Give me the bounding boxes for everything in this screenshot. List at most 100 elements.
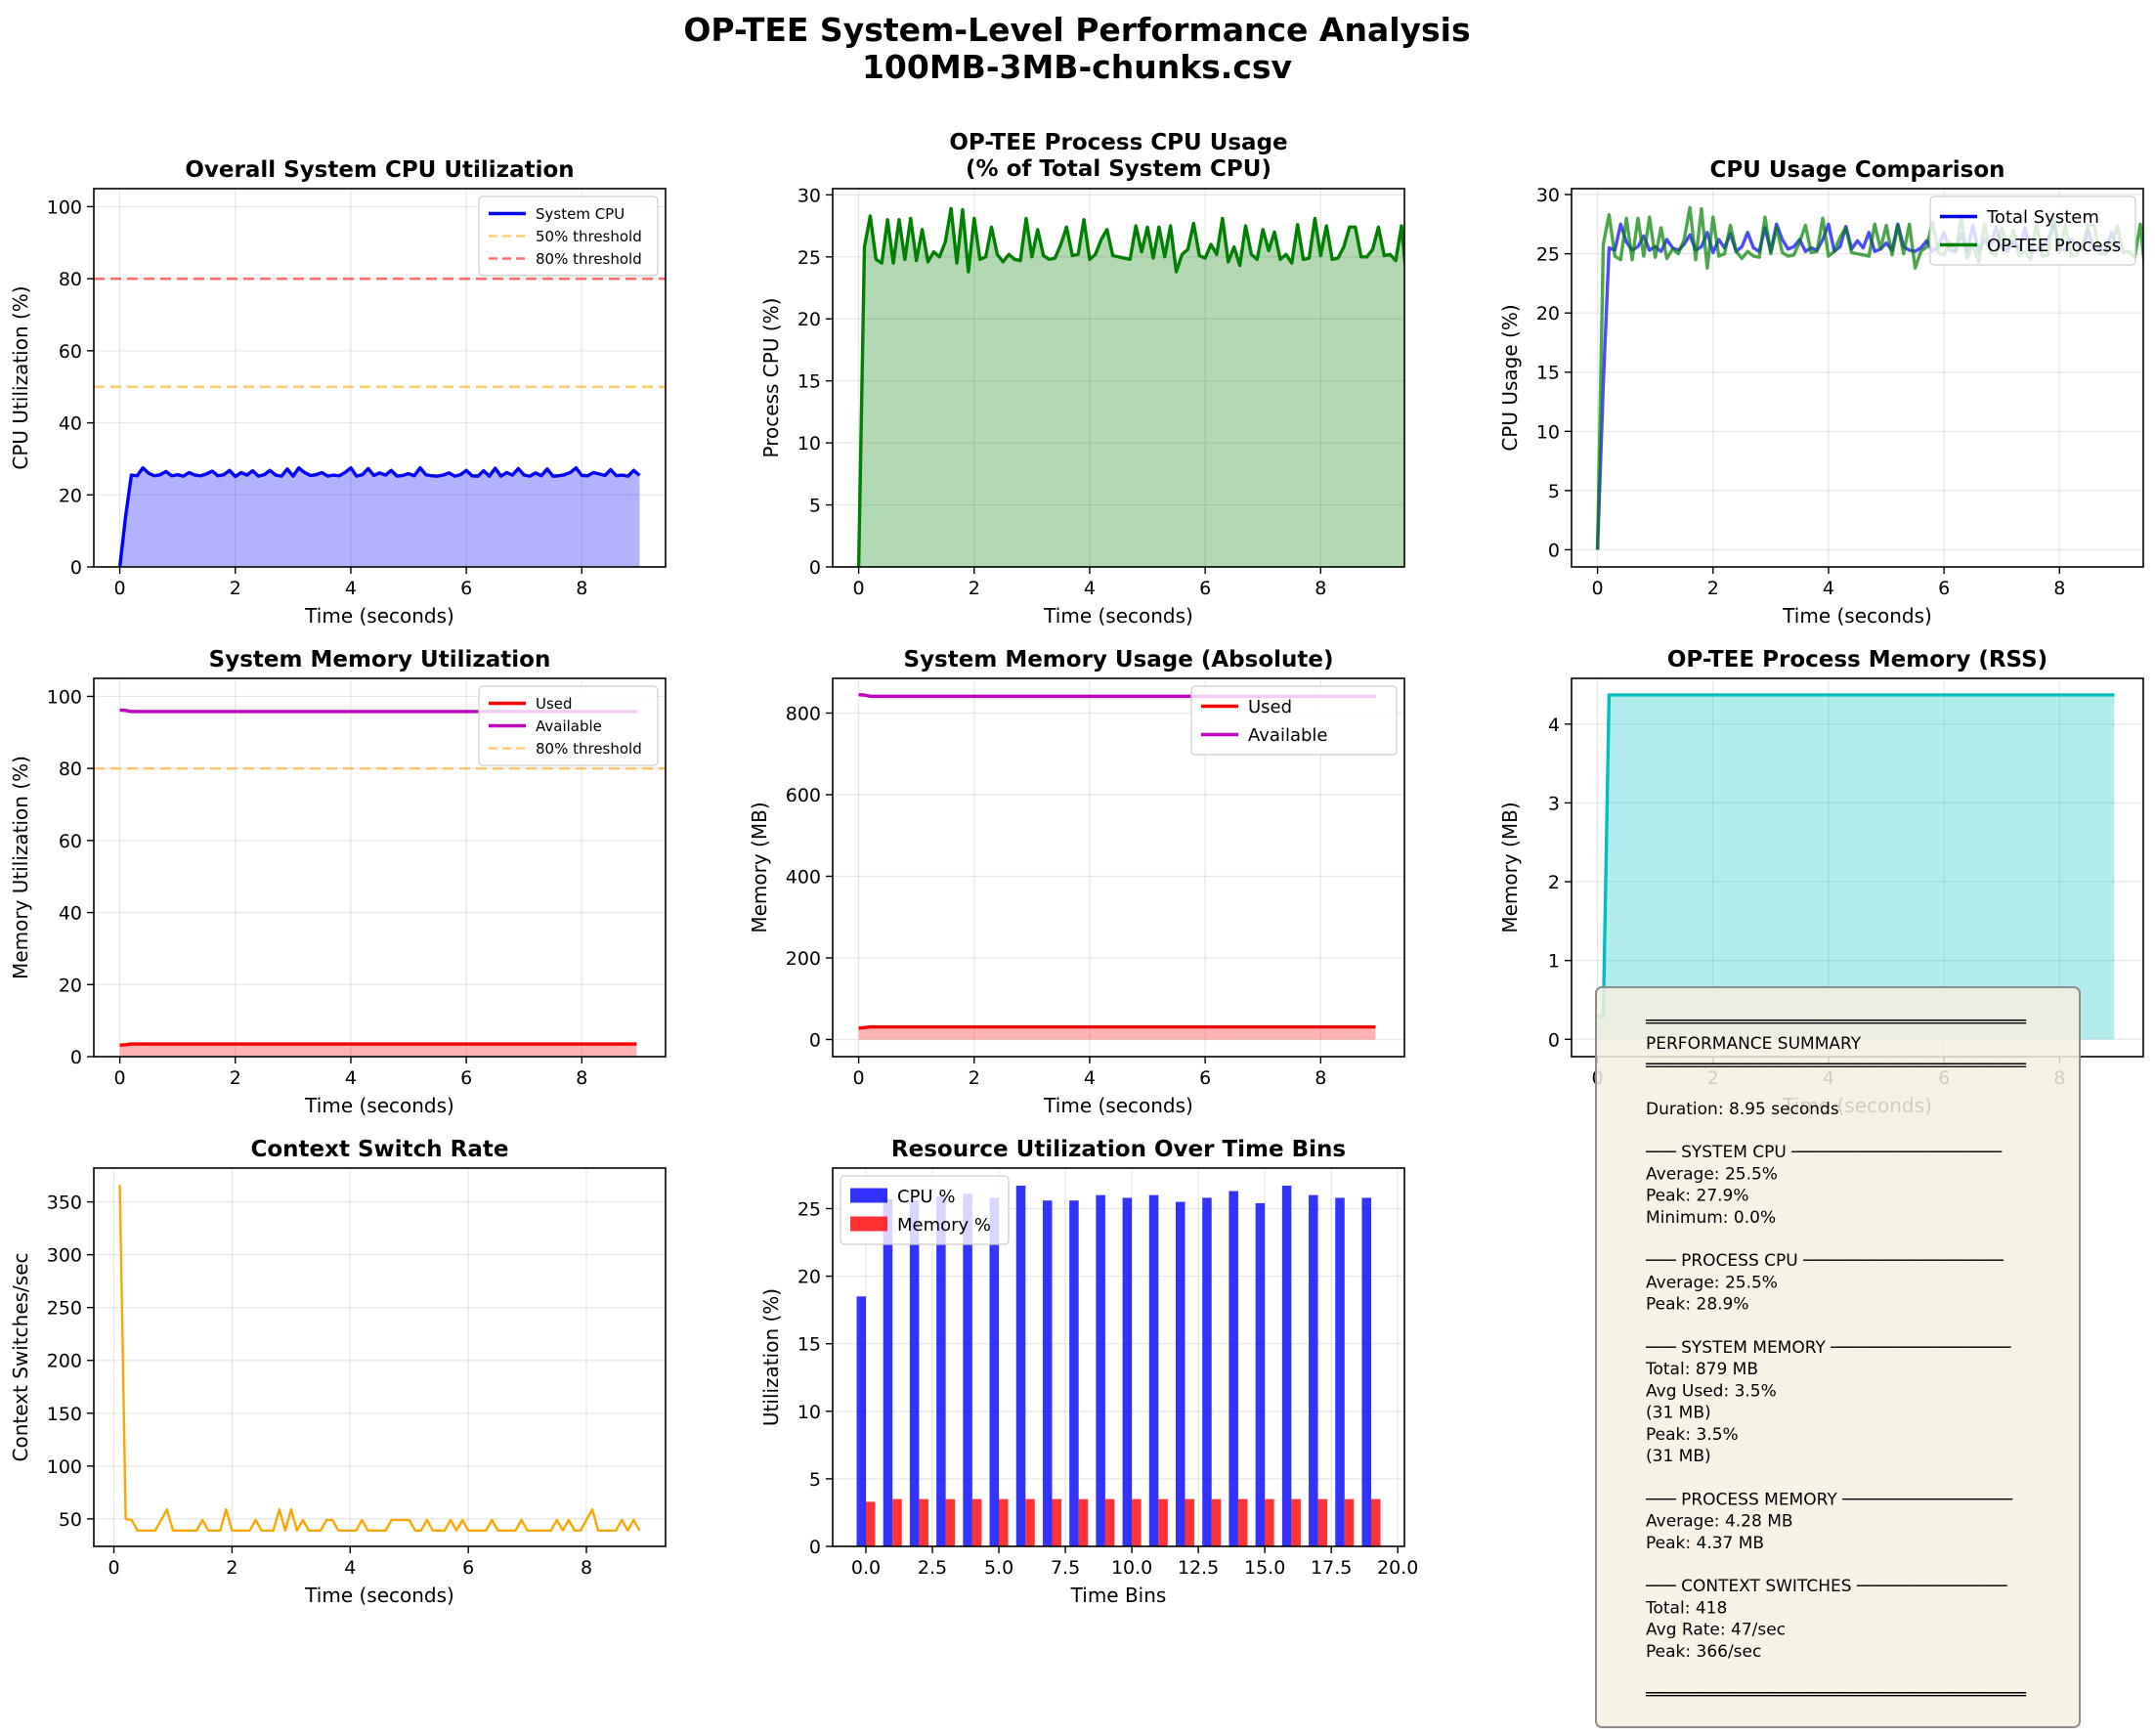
bar [1317, 1498, 1328, 1546]
x-tick-label: 2 [1707, 578, 1719, 599]
y-axis-label: CPU Usage (%) [1498, 304, 1522, 451]
series-line [858, 1024, 1376, 1030]
bar [1042, 1200, 1053, 1546]
bar [1344, 1498, 1355, 1546]
y-tick-label: 25 [797, 1198, 821, 1220]
x-tick-label: 8 [1315, 578, 1326, 599]
x-tick-label: 0 [108, 1557, 120, 1579]
summary-line: ══════════════════════════════════════ [1645, 1056, 2027, 1075]
y-tick-label: 5 [1548, 481, 1560, 502]
bar [1104, 1498, 1115, 1546]
legend: Used Available [1190, 685, 1398, 756]
summary-line: ══════════════════════════════════════ [1645, 1685, 2027, 1705]
x-tick-label: 6 [460, 578, 472, 599]
y-tick-label: 15 [797, 1334, 821, 1356]
y-tick-label: 40 [59, 413, 82, 435]
bar [1132, 1498, 1142, 1546]
summary-line: ─── PROCESS CPU ──────────────────── [1645, 1251, 2004, 1271]
y-tick-label: 0 [809, 557, 821, 579]
x-axis-label: Time (seconds) [1043, 1094, 1193, 1117]
bar [1069, 1200, 1079, 1546]
bar [1185, 1498, 1195, 1546]
axes-frame [832, 1167, 1405, 1547]
y-axis-label: Process CPU (%) [759, 298, 783, 458]
y-axis-label: Memory (MB) [1498, 802, 1522, 933]
y-tick-label: 100 [47, 196, 82, 218]
legend-label: CPU % [897, 1187, 955, 1207]
summary-line: ─── SYSTEM CPU ───────────────────── [1645, 1143, 2003, 1162]
bar [1122, 1197, 1133, 1546]
y-tick-label: 150 [47, 1404, 82, 1425]
y-tick-label: 15 [1536, 363, 1560, 384]
x-tick-label: 5.0 [984, 1557, 1013, 1579]
x-tick-label: 17.5 [1311, 1557, 1352, 1579]
x-tick-label: 8 [2053, 578, 2065, 599]
x-tick-label: 10.0 [1111, 1557, 1152, 1579]
bar [909, 1200, 920, 1546]
bar [1078, 1498, 1089, 1546]
chart-time-bins: 0.0 2.5 5.0 7.5 10.0 12.5 15.0 17.5 20.0 0 5 10 15 20… [759, 1137, 1418, 1607]
summary-line: (31 MB) [1646, 1404, 1711, 1423]
y-tick-label: 60 [59, 831, 82, 852]
bar [1361, 1197, 1371, 1546]
legend: CPU % Memory % [840, 1175, 1010, 1245]
x-axis-label: Time (seconds) [304, 604, 454, 628]
y-tick-label: 20 [59, 975, 82, 996]
summary-line: Minimum: 0.0% [1646, 1208, 1776, 1228]
axes-frame [832, 188, 1405, 568]
figure-title-line2: 100MB-3MB-chunks.csv [862, 48, 1293, 86]
x-axis-label: Time (seconds) [304, 1094, 454, 1117]
y-axis-label: CPU Utilization (%) [9, 285, 32, 469]
y-tick-label: 80 [59, 269, 82, 290]
x-axis-label: Time Bins [1070, 1584, 1167, 1607]
legend-frame [1190, 685, 1398, 756]
x-tick-label: 6 [1199, 578, 1211, 599]
y-tick-label: 25 [797, 247, 821, 269]
x-tick-label: 2 [230, 578, 241, 599]
chart-title: Resource Utilization Over Time Bins [891, 1137, 1346, 1162]
summary-line: Duration: 8.95 seconds [1646, 1100, 1839, 1119]
bar [1255, 1202, 1266, 1546]
bar [1052, 1498, 1061, 1546]
legend-label: System CPU [536, 205, 625, 223]
y-tick-label: 5 [809, 496, 821, 517]
summary-line: Average: 4.28 MB [1646, 1512, 1793, 1532]
x-tick-label: 2 [969, 578, 980, 599]
summary-line: Avg Rate: 47/sec [1646, 1621, 1786, 1640]
summary-line: Peak: 27.9% [1646, 1187, 1749, 1206]
y-tick-label: 200 [786, 948, 821, 970]
summary-line: ─── SYSTEM MEMORY ────────────────── [1645, 1338, 2011, 1358]
summary-line: Peak: 28.9% [1646, 1295, 1749, 1315]
chart-title: (% of Total System CPU) [966, 156, 1271, 182]
axes-frame [93, 1167, 667, 1547]
x-tick-label: 8 [576, 578, 587, 599]
y-tick-label: 60 [59, 341, 82, 363]
chart-title: Overall System CPU Utilization [185, 157, 574, 183]
y-tick-label: 40 [59, 903, 82, 925]
plot-area [856, 206, 1404, 567]
series-area [119, 467, 640, 567]
bar [999, 1498, 1009, 1546]
bar [883, 1198, 893, 1546]
y-tick-label: 100 [47, 1456, 82, 1478]
legend-label: 80% threshold [536, 250, 642, 268]
chart-title: System Memory Utilization [209, 647, 551, 673]
y-axis-label: Utilization (%) [759, 1288, 783, 1426]
x-tick-label: 4 [344, 1557, 356, 1579]
legend-swatch [850, 1188, 887, 1203]
x-tick-label: 4 [1084, 578, 1096, 599]
y-tick-label: 20 [797, 1267, 821, 1288]
legend-label: Used [536, 695, 573, 713]
summary-line: (31 MB) [1646, 1447, 1711, 1466]
bar [1370, 1498, 1381, 1546]
chart-cpu-comparison: 0 2 4 6 8 0 5 10 15 20 25 30 Time (seconds) CPU Usage… [1498, 157, 2144, 628]
bar [1202, 1197, 1212, 1546]
chart-title: System Memory Usage (Absolute) [904, 647, 1334, 673]
legend-label: Total System [1986, 207, 2099, 228]
chart-system-memory-abs: 0 2 4 6 8 0 200 400 600 800 Time (seconds) Memory (… [748, 647, 1405, 1117]
x-tick-label: 20.0 [1377, 1557, 1418, 1579]
summary-line: Average: 25.5% [1646, 1273, 1778, 1292]
performance-summary-box: ══════════════════════════════════════ P… [1595, 986, 2081, 1728]
